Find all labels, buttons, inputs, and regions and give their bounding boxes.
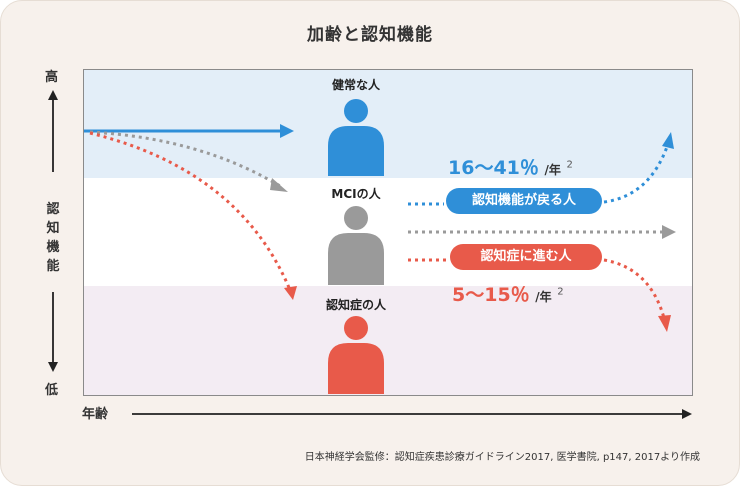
healthy-person-icon [328, 99, 384, 176]
progress-rate-footnote: 2 [557, 286, 564, 298]
healthy-label: 健常な人 [331, 78, 380, 92]
band-healthy [84, 70, 692, 178]
healthy-arrow [84, 124, 294, 138]
y-axis-high-label: 高 [45, 70, 59, 85]
decline-to-mci-arrow [89, 130, 288, 192]
mci-label: MCIの人 [331, 187, 381, 201]
y-axis-char: 機 [46, 240, 60, 255]
y-axis-char: 認 [46, 202, 60, 217]
mci-person-icon [328, 206, 384, 285]
source-citation: 日本神経学会監修：認知症疾患診療ガイドライン2017, 医学書院, p147, … [304, 452, 700, 463]
band-dementia [84, 286, 692, 395]
progress-pill: 認知症に進む人 [450, 244, 602, 270]
recover-rate-unit: /年 [544, 163, 561, 177]
progress-rate-unit: /年 [535, 290, 552, 304]
progress-rate-value: 5～15％ [452, 284, 530, 306]
y-axis-low-label: 低 [45, 383, 59, 398]
mci-stay-arrow [408, 225, 676, 239]
decline-to-dementia-arrow [89, 131, 297, 300]
progress-arrow [408, 258, 671, 332]
diagram-title: 加齢と認知機能 [307, 25, 433, 45]
x-axis-label: 年齢 [82, 407, 109, 422]
y-axis-arrow [48, 90, 58, 372]
dementia-person-icon [328, 316, 384, 394]
dementia-label: 認知症の人 [325, 298, 386, 312]
progress-rate: 5～15％ /年 2 [452, 280, 564, 307]
recover-arrow [408, 132, 674, 206]
recover-rate-value: 16～41％ [448, 157, 539, 179]
y-axis-char: 能 [46, 259, 60, 274]
recover-pill: 認知機能が戻る人 [446, 188, 602, 214]
recover-rate-footnote: 2 [566, 159, 573, 171]
y-axis-char: 知 [46, 221, 60, 236]
x-axis-arrow [132, 409, 692, 419]
recover-rate: 16～41％ /年 2 [448, 153, 573, 180]
y-axis-label: 認 知 機 能 [45, 200, 61, 276]
